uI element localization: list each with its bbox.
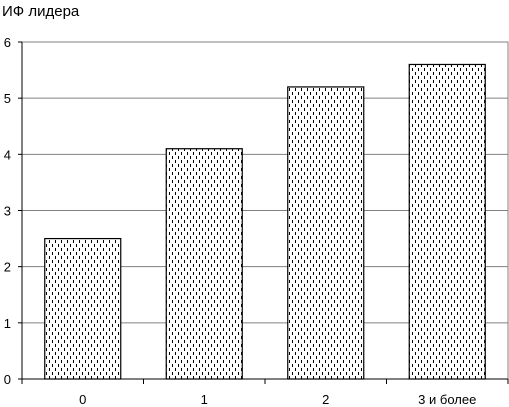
bars: [44, 63, 486, 380]
y-tick-label: 4: [4, 147, 11, 162]
x-tick-label: 0: [79, 392, 86, 407]
y-tick-label: 2: [4, 260, 11, 275]
x-axis: 0 1 2 3 и более: [21, 378, 509, 407]
y-tick-label: 6: [4, 35, 11, 50]
bar-0: [44, 237, 122, 380]
bar-1: [165, 148, 243, 380]
y-axis: 0 1 2 3 4 5 6: [4, 35, 23, 387]
x-tick-label: 2: [322, 392, 329, 407]
y-tick-label: 5: [4, 91, 11, 106]
bar-2: [287, 86, 365, 380]
x-tick-label: 3 и более: [418, 392, 476, 407]
y-axis-title: ИФ лидера: [2, 3, 80, 20]
y-tick-label: 1: [4, 316, 11, 331]
y-tick-label: 0: [4, 372, 11, 387]
y-tick-label: 3: [4, 204, 11, 219]
bar-3: [408, 63, 486, 380]
x-tick-label: 1: [201, 392, 208, 407]
